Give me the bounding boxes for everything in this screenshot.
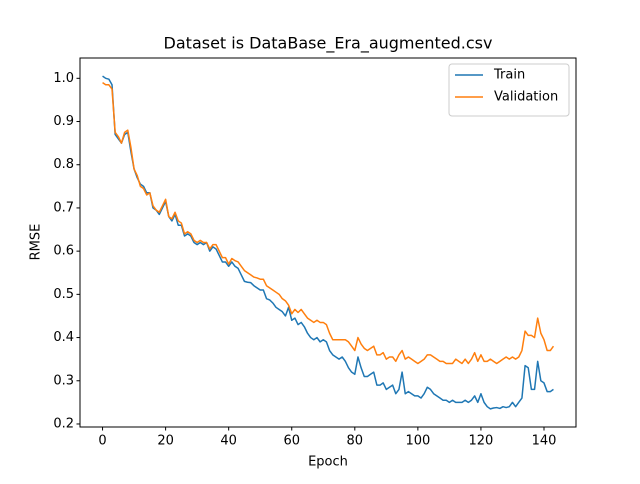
y-tick-label: 0.7 bbox=[53, 200, 74, 215]
x-tick-label: 80 bbox=[347, 434, 364, 449]
legend-label: Train bbox=[493, 68, 525, 83]
y-tick-label: 0.5 bbox=[53, 287, 74, 302]
axes-frame bbox=[79, 57, 577, 428]
x-tick-label: 40 bbox=[220, 434, 237, 449]
y-tick-label: 0.2 bbox=[53, 416, 74, 431]
legend-label: Validation bbox=[494, 90, 558, 105]
x-tick-label: 60 bbox=[283, 434, 300, 449]
y-tick-label: 0.6 bbox=[53, 244, 74, 259]
chart-title: Dataset is DataBase_Era_augmented.csv bbox=[164, 34, 493, 54]
y-tick-label: 0.9 bbox=[53, 114, 74, 129]
y-tick-label: 0.4 bbox=[53, 330, 74, 345]
x-tick-label: 20 bbox=[157, 434, 174, 449]
y-tick-label: 1.0 bbox=[53, 71, 74, 86]
line-series bbox=[102, 75, 554, 410]
y-tick-label: 0.8 bbox=[53, 157, 74, 172]
line-series bbox=[102, 82, 555, 365]
y-axis-label: RMSE bbox=[29, 224, 44, 261]
x-axis-label: Epoch bbox=[308, 455, 348, 470]
y-tick-label: 0.3 bbox=[53, 373, 74, 388]
x-tick-label: 0 bbox=[98, 434, 106, 449]
legend-box bbox=[448, 63, 570, 117]
x-tick-label: 120 bbox=[469, 434, 494, 449]
x-tick-label: 140 bbox=[532, 434, 557, 449]
x-tick-label: 100 bbox=[405, 434, 430, 449]
